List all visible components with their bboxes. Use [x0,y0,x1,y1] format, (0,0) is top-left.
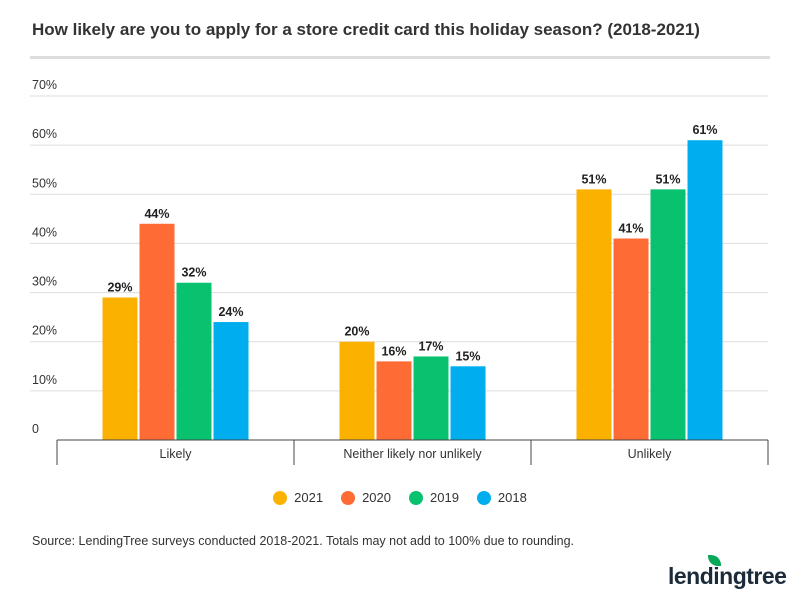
logo-leaf-icon [708,555,721,566]
bar-2021-2 [576,189,612,440]
legend-swatch [409,490,423,505]
bar-2021-0 [102,297,138,440]
legend-label: 2019 [430,490,459,505]
data-label: 15% [455,349,480,363]
legend-swatch [341,490,356,505]
y-tick-label: 70% [32,78,57,92]
legend-label: 2021 [294,490,324,505]
bar-chart: 0 10% 20% 30% 40% 50% 60% 70% 29% 44% 32% 24% Likely… [30,78,769,465]
legend: 2021 2020 2019 2018 [0,490,800,505]
bar-2018-2 [687,140,723,440]
data-label: 51% [655,172,680,186]
data-label: 20% [344,325,369,339]
data-label: 44% [144,207,169,221]
lendingtree-logo: lendingtree [668,563,787,589]
data-label: 51% [581,172,606,186]
x-category-label: Likely [160,447,193,461]
legend-label: 2018 [497,490,527,505]
legend-item-2020: 2020 [341,490,391,505]
bar-2020-1 [376,361,412,440]
x-category-label: Unlikely [628,447,673,461]
bar-2021-1 [339,341,375,440]
legend-item-2019: 2019 [409,490,459,505]
data-label: 16% [381,344,406,358]
bar-2019-1 [413,356,449,440]
y-tick-label: 40% [32,225,57,239]
data-label: 17% [418,339,443,353]
legend-item-2018: 2018 [476,490,527,505]
data-label: 32% [181,266,206,280]
y-tick-label: 10% [32,373,57,387]
data-label: 41% [618,222,643,236]
legend-label: 2020 [362,490,391,505]
chart-title: How likely are you to apply for a store … [32,20,700,39]
y-tick-label: 60% [32,127,57,141]
y-tick-label: 50% [32,176,57,190]
y-tick-label: 20% [32,324,57,338]
data-label: 29% [107,280,132,294]
bar-2018-0 [213,322,249,440]
bar-2020-2 [613,238,649,440]
data-label: 61% [692,123,717,137]
source-note: Source: LendingTree surveys conducted 20… [32,534,575,548]
legend-swatch [476,490,491,505]
y-tick-label: 30% [32,275,57,289]
data-label: 24% [218,305,243,319]
title-divider [30,56,770,59]
bar-2018-1 [450,366,486,440]
legend-swatch [273,490,288,505]
bar-2019-0 [176,282,212,440]
bar-2019-2 [650,189,686,440]
bar-2020-0 [139,223,175,440]
y-tick-label: 0 [32,422,39,436]
legend-item-2021: 2021 [273,490,323,505]
x-category-label: Neither likely nor unlikely [343,447,482,461]
